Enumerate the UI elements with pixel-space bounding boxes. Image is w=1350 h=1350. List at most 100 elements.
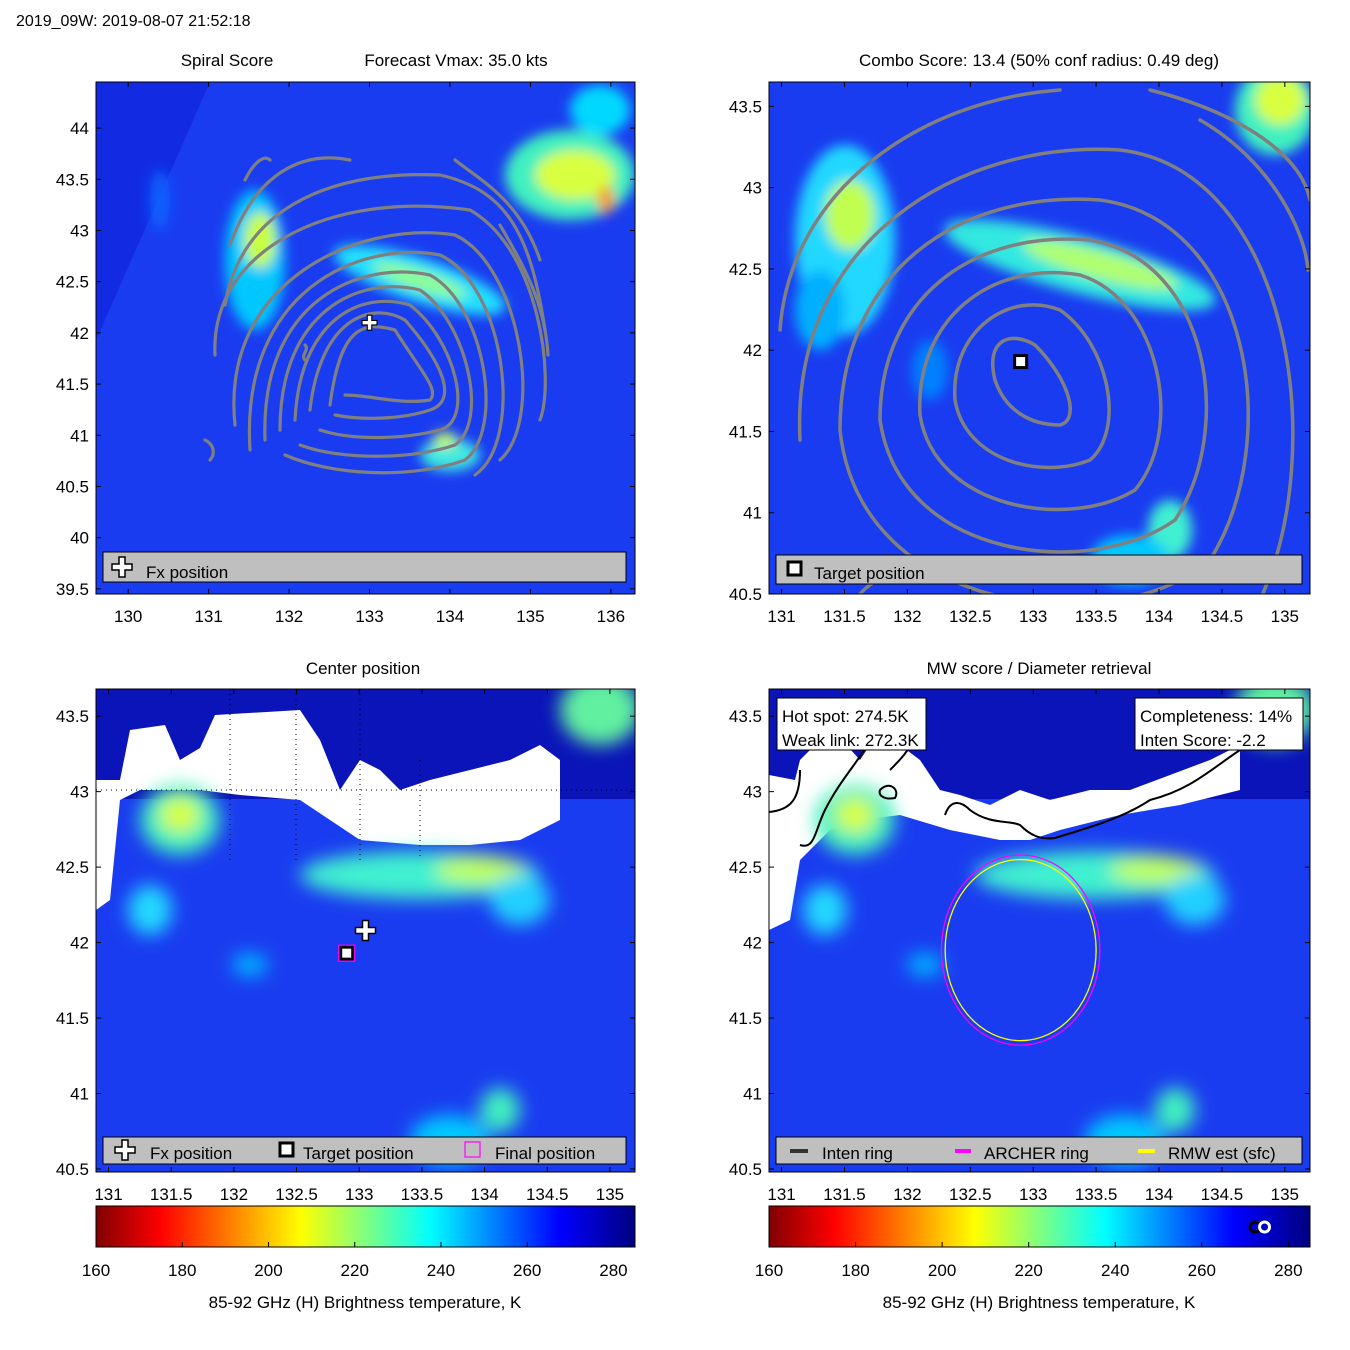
spiral-x-ticks: 130 131 132 133 134 135 136: [114, 82, 625, 626]
y-tick-label: 42: [743, 341, 762, 360]
y-tick-label: 43: [70, 783, 89, 802]
spiral-score-panel: Spiral Score Forecast Vmax: 35.0 kts: [56, 51, 636, 626]
hot-spot-annotation: Hot spot: 274.5K: [782, 707, 909, 726]
colorbar-tick-label: 160: [82, 1261, 110, 1280]
combo-legend: Target position: [775, 554, 1303, 585]
colorbar-right: 160 180 200 220 240 260 280 85-92 GHz (H) Brig…: [755, 1205, 1311, 1312]
colorbar-tick-label: 260: [1188, 1261, 1216, 1280]
x-tick-label: 135: [516, 607, 544, 626]
mw-legend-rmw: RMW est (sfc): [1168, 1144, 1276, 1163]
x-tick-label: 131.5: [823, 607, 866, 626]
colorbar-right-markers: [1248, 1220, 1272, 1234]
combo-x-ticks: 131 131.5 132 132.5 133 133.5 134 134.5 135: [767, 82, 1299, 626]
colorbar-left: 160 180 200 220 240 260 280 85-92 GHz (H) Brig…: [82, 1205, 636, 1312]
weak-link-annotation: Weak link: 272.3K: [782, 731, 919, 750]
combo-markers: [1013, 354, 1029, 370]
spiral-markers: [361, 314, 378, 331]
target-position-icon: [278, 1141, 295, 1158]
colorbar-tick-label: 220: [341, 1261, 369, 1280]
colorbar-tick-label: 260: [513, 1261, 541, 1280]
x-tick-label: 133.5: [1075, 1185, 1118, 1204]
x-tick-label: 132.5: [275, 1185, 318, 1204]
colorbar-tick-label: 160: [755, 1261, 783, 1280]
x-tick-label: 131.5: [823, 1185, 866, 1204]
y-tick-label: 42: [70, 934, 89, 953]
y-tick-label: 42.5: [56, 273, 89, 292]
y-tick-label: 43.5: [729, 97, 762, 116]
x-tick-label: 131: [767, 1185, 795, 1204]
archer-ring: [940, 854, 1101, 1046]
spiral-legend-fx: Fx position: [146, 563, 228, 582]
y-tick-label: 43: [743, 179, 762, 198]
y-tick-label: 41: [70, 1085, 89, 1104]
combo-legend-target: Target position: [814, 564, 925, 583]
y-tick-label: 41.5: [729, 422, 762, 441]
center-y-ticks: 40.5 41 41.5 42 42.5 43 43.5: [56, 707, 635, 1179]
mw-heatmap: [769, 689, 1310, 1172]
mw-title: MW score / Diameter retrieval: [927, 659, 1152, 678]
colorbar-tick-label: 280: [599, 1261, 627, 1280]
center-markers: [338, 919, 377, 962]
final-position-icon: [464, 1141, 481, 1158]
x-tick-label: 133: [345, 1185, 373, 1204]
center-legend-target: Target position: [303, 1144, 414, 1163]
fx-position-marker: [361, 314, 378, 331]
x-tick-label: 133: [355, 607, 383, 626]
mw-legend-inten: Inten ring: [822, 1144, 893, 1163]
x-tick-label: 130: [114, 607, 142, 626]
target-position-marker: [1013, 354, 1029, 370]
x-tick-label: 133.5: [401, 1185, 444, 1204]
y-tick-label: 40.5: [729, 585, 762, 604]
mw-score-panel: MW score / Diameter retrieval: [729, 659, 1311, 1204]
y-tick-label: 41.5: [56, 375, 89, 394]
colorbar-tick-label: 200: [254, 1261, 282, 1280]
mw-cloudfree-mask: [769, 730, 1240, 930]
colorbar-tick-label: 280: [1274, 1261, 1302, 1280]
center-x-ticks: 131 131.5 132 132.5 133 133.5 134 134.5 135: [94, 689, 624, 1204]
center-cloudfree-mask: [96, 710, 560, 910]
x-tick-label: 134: [470, 1185, 498, 1204]
colorbar-tick-label: 180: [168, 1261, 196, 1280]
center-position-panel: Center position: [56, 659, 636, 1204]
y-tick-label: 44: [70, 119, 89, 138]
mw-legend: Inten ring ARCHER ring RMW est (sfc): [775, 1136, 1303, 1165]
mw-coastline: [769, 734, 1241, 847]
spiral-title-left: Spiral Score: [181, 51, 274, 70]
x-tick-label: 135: [1271, 1185, 1299, 1204]
x-tick-label: 131: [94, 1185, 122, 1204]
mw-hotspot-box: Hot spot: 274.5K Weak link: 272.3K: [776, 697, 927, 751]
mw-y-ticks: 40.5 41 41.5 42 42.5 43 43.5: [729, 707, 1310, 1179]
y-tick-label: 42.5: [729, 260, 762, 279]
center-title: Center position: [306, 659, 420, 678]
y-tick-label: 41: [743, 504, 762, 523]
x-tick-label: 135: [1271, 607, 1299, 626]
colorbar-left-label: 85-92 GHz (H) Brightness temperature, K: [209, 1293, 522, 1312]
x-tick-label: 133.5: [1075, 607, 1118, 626]
y-tick-label: 41: [70, 426, 89, 445]
mw-legend-archer: ARCHER ring: [984, 1144, 1089, 1163]
mw-rings: [940, 854, 1101, 1046]
center-legend-fx: Fx position: [150, 1144, 232, 1163]
colorbar-tick-label: 240: [427, 1261, 455, 1280]
y-tick-label: 42: [743, 934, 762, 953]
combo-y-ticks: 40.5 41 41.5 42 42.5 43 43.5: [729, 97, 1310, 604]
y-tick-label: 40.5: [56, 477, 89, 496]
x-tick-label: 134: [436, 607, 464, 626]
y-tick-label: 40.5: [729, 1160, 762, 1179]
center-legend: Fx position Target position Final positi…: [102, 1136, 627, 1165]
mw-x-ticks: 131 131.5 132 132.5 133 133.5 134 134.5 135: [767, 689, 1299, 1204]
colorbar-tick-label: 180: [841, 1261, 869, 1280]
x-tick-label: 132: [220, 1185, 248, 1204]
fx-position-marker: [354, 919, 377, 942]
target-position-marker: [339, 945, 355, 961]
spiral-title-right: Forecast Vmax: 35.0 kts: [364, 51, 547, 70]
x-tick-label: 131: [767, 607, 795, 626]
fx-position-icon: [114, 1139, 136, 1161]
x-tick-label: 132.5: [949, 607, 992, 626]
y-tick-label: 43.5: [56, 170, 89, 189]
colorbar-right-ticks: 160 180 200 220 240 260 280: [755, 1242, 1303, 1280]
x-tick-label: 132.5: [949, 1185, 992, 1204]
y-tick-label: 42.5: [56, 858, 89, 877]
y-tick-label: 40: [70, 529, 89, 548]
